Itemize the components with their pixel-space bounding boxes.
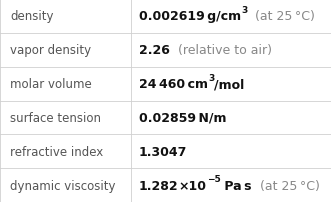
Bar: [131, 101, 331, 135]
Text: 24 460 cm: 24 460 cm: [139, 78, 208, 91]
Text: (at 25 °C): (at 25 °C): [252, 179, 320, 192]
Bar: [131, 135, 331, 168]
Text: 0.002619 g/cm: 0.002619 g/cm: [139, 10, 241, 23]
Text: Pa s: Pa s: [220, 179, 252, 192]
Text: (at 25 °C): (at 25 °C): [247, 10, 315, 23]
Text: (relative to air): (relative to air): [170, 44, 272, 57]
Bar: [0, 135, 131, 168]
Text: /mol: /mol: [214, 78, 245, 91]
Text: dynamic viscosity: dynamic viscosity: [10, 179, 116, 192]
Bar: [131, 67, 331, 101]
Bar: [0, 34, 131, 67]
Bar: [131, 168, 331, 202]
Text: ×10: ×10: [179, 179, 207, 192]
Text: 3: 3: [241, 6, 247, 15]
Text: refractive index: refractive index: [10, 145, 103, 158]
Text: vapor density: vapor density: [10, 44, 91, 57]
Text: 1.282: 1.282: [139, 179, 179, 192]
Text: molar volume: molar volume: [10, 78, 92, 91]
Text: 3: 3: [208, 73, 214, 82]
Bar: [0, 168, 131, 202]
Text: density: density: [10, 10, 53, 23]
Text: 2.26: 2.26: [139, 44, 170, 57]
Text: −5: −5: [207, 174, 220, 183]
Text: 1.3047: 1.3047: [139, 145, 187, 158]
Bar: [0, 67, 131, 101]
Bar: [0, 101, 131, 135]
Bar: [131, 0, 331, 34]
Text: 0.02859 N/m: 0.02859 N/m: [139, 111, 226, 124]
Text: surface tension: surface tension: [10, 111, 101, 124]
Bar: [0, 0, 131, 34]
Bar: [131, 34, 331, 67]
